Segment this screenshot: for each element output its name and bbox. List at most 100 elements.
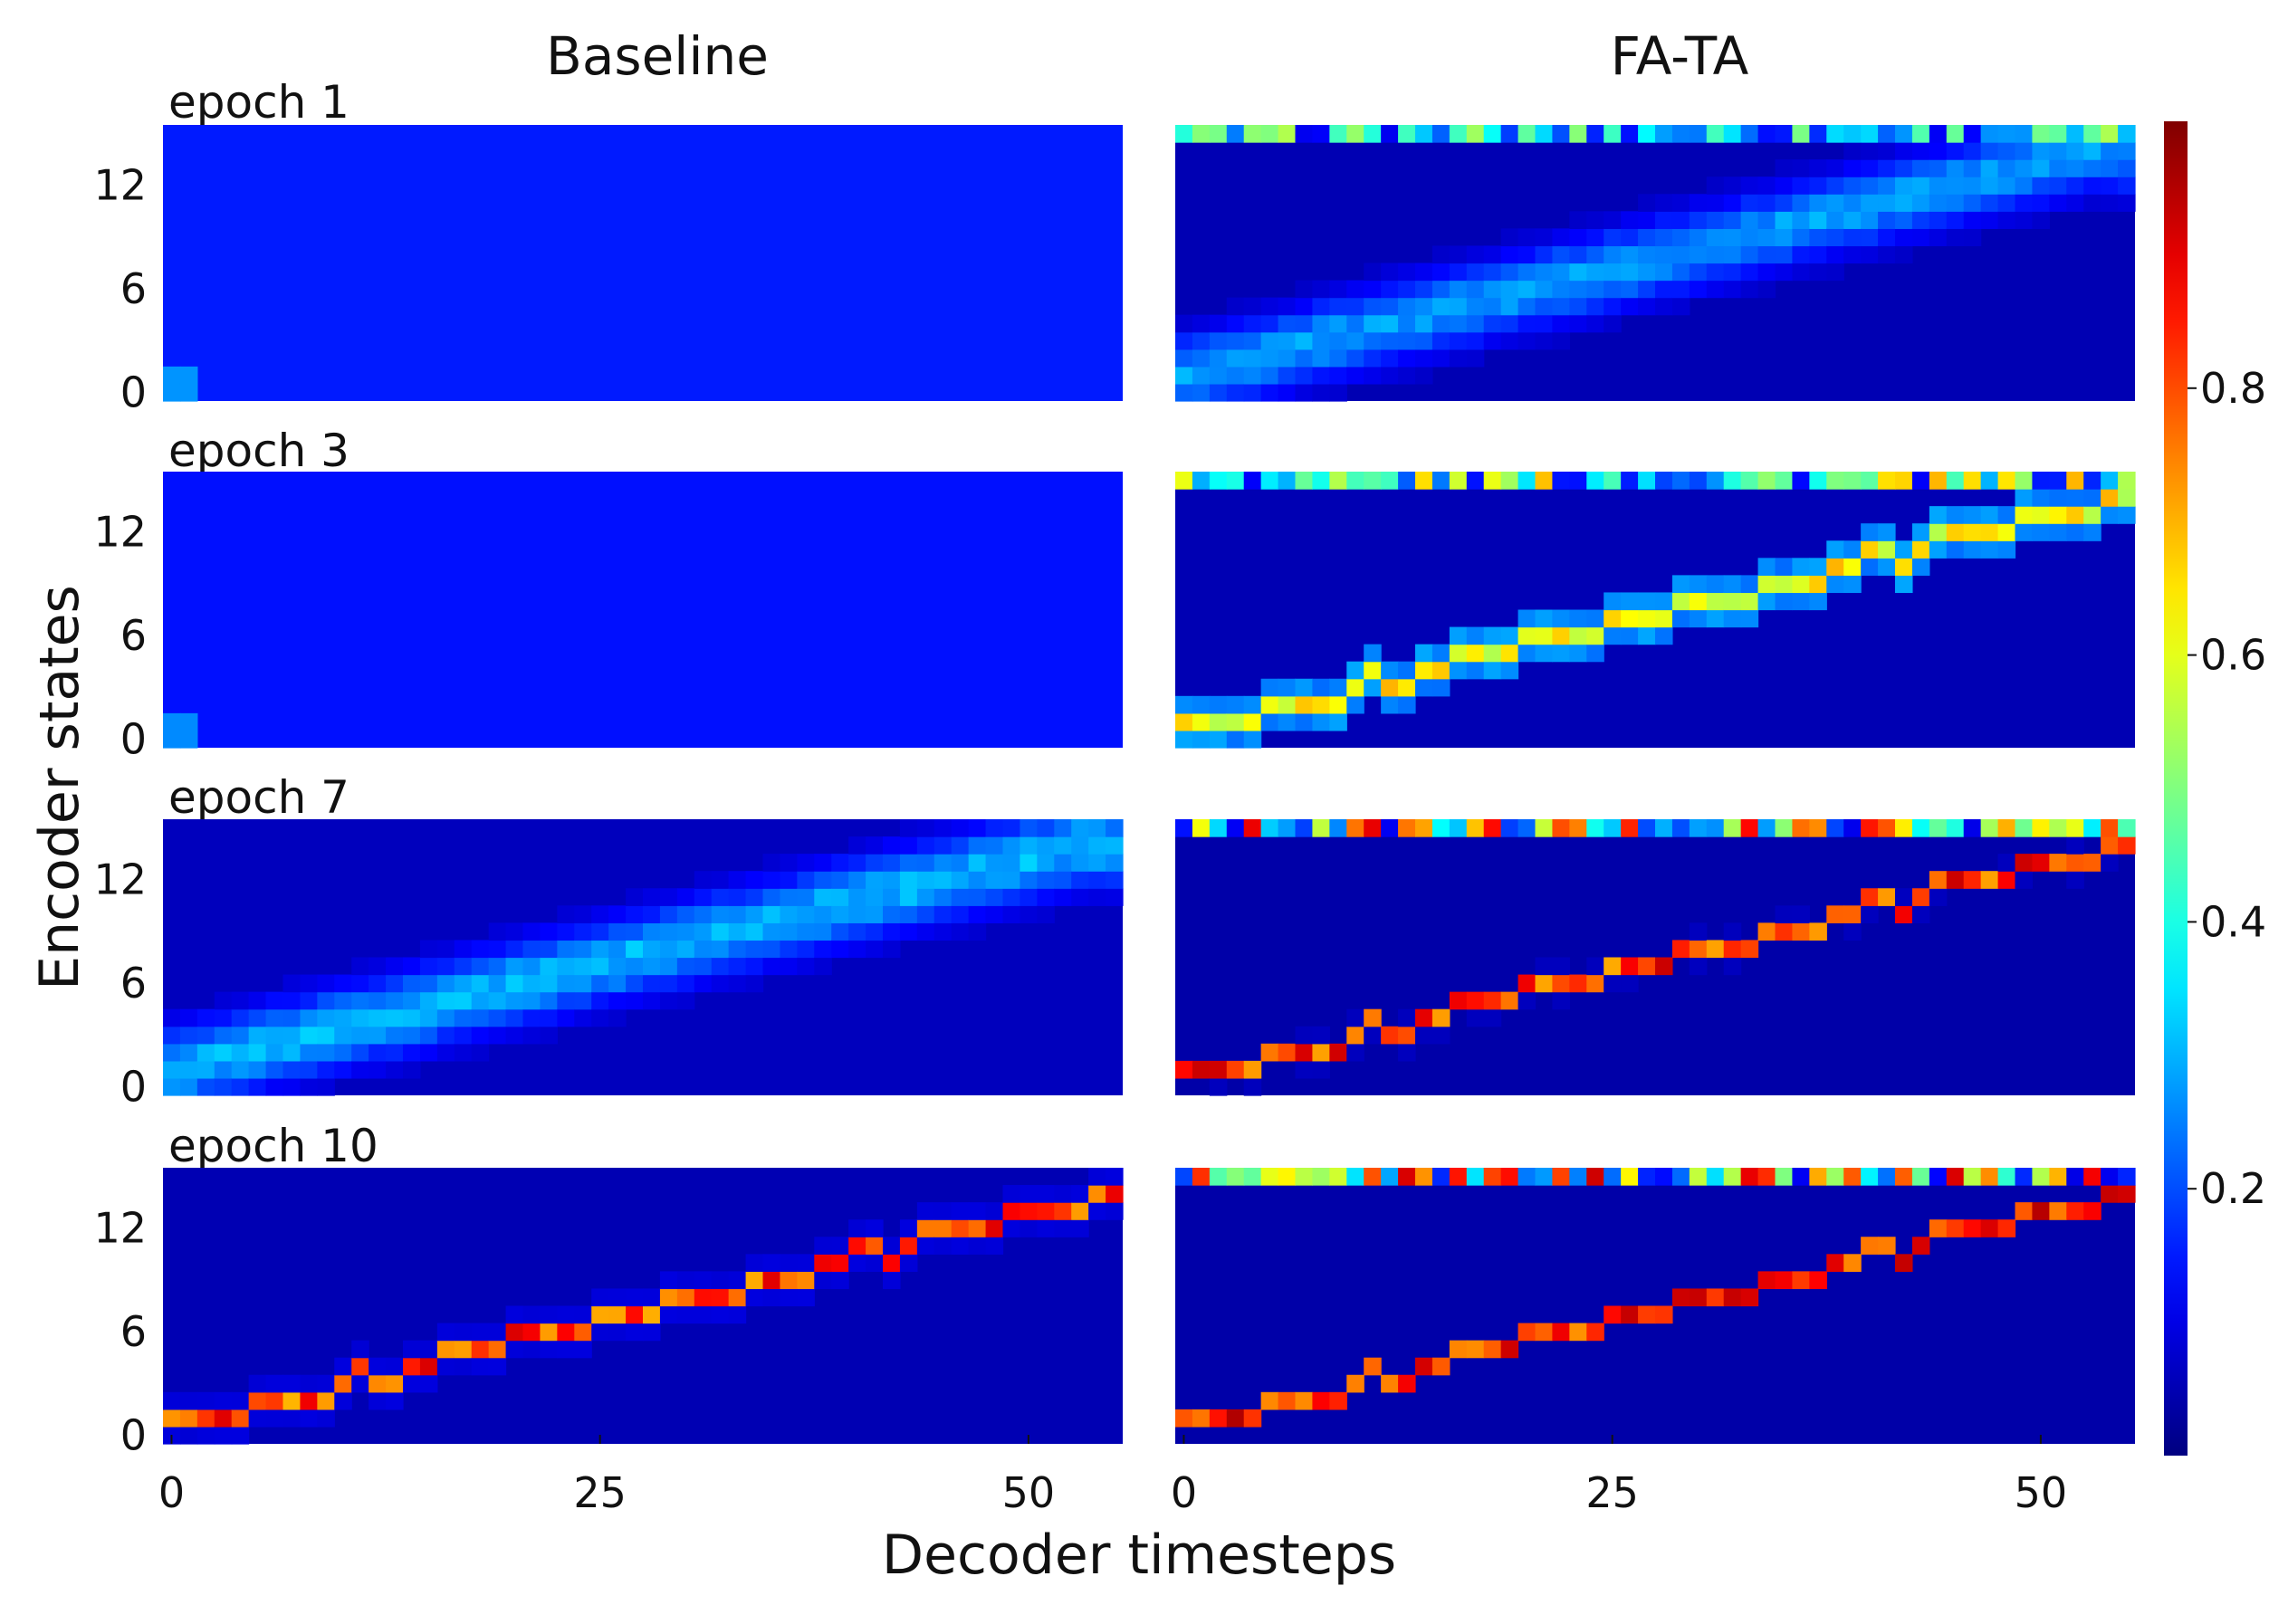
heatmap-cell	[1431, 349, 1450, 368]
heatmap-cell	[1997, 194, 2016, 212]
heatmap-cell	[1295, 331, 1314, 350]
heatmap-cell	[1106, 888, 1124, 906]
heatmap-cell	[1706, 125, 1725, 143]
heatmap-cell	[505, 974, 524, 993]
heatmap-cell	[626, 991, 644, 1010]
heatmap-cell	[1895, 228, 1913, 247]
heatmap-cell	[1552, 245, 1570, 264]
heatmap-cell	[728, 974, 747, 993]
heatmap-cell	[1088, 871, 1106, 889]
heatmap-cell	[179, 712, 198, 731]
heatmap-cell	[1895, 194, 1913, 212]
heatmap-cell	[1329, 366, 1347, 385]
heatmap-cell	[916, 888, 935, 906]
heatmap-cell	[2049, 819, 2067, 837]
heatmap-cell	[814, 1254, 832, 1272]
colorbar-tick-label: 0.6	[2200, 631, 2266, 680]
heatmap-cell	[334, 1357, 352, 1376]
heatmap-cell	[1604, 245, 1622, 264]
heatmap-cell	[1586, 609, 1604, 628]
heatmap-cell	[522, 1026, 541, 1045]
heatmap-cell	[745, 922, 764, 941]
heatmap-cell	[968, 1237, 987, 1255]
heatmap-cell	[369, 1026, 387, 1045]
heatmap-cell	[2032, 211, 2050, 229]
heatmap-cell	[1552, 1168, 1570, 1186]
heatmap-cell	[557, 974, 575, 993]
heatmap-cell	[1329, 349, 1347, 368]
heatmap-cell	[1569, 819, 1587, 837]
heatmap-cell	[1209, 819, 1228, 837]
heatmap-cell	[1638, 194, 1656, 212]
heatmap-cell	[1895, 575, 1913, 594]
heatmap-cell	[403, 1357, 421, 1376]
heatmap-cell	[1689, 819, 1708, 837]
heatmap-cell	[1775, 177, 1794, 195]
heatmap-cell	[471, 940, 490, 959]
heatmap-cell	[814, 940, 832, 959]
heatmap-cell	[2066, 871, 2084, 889]
heatmap-cell	[933, 888, 953, 906]
heatmap-cell	[1895, 125, 1913, 143]
heatmap-cell	[1449, 644, 1468, 663]
heatmap-cell	[848, 922, 866, 941]
heatmap-cell	[2032, 142, 2050, 160]
heatmap-cell	[403, 1060, 421, 1079]
heatmap-cell	[728, 905, 747, 923]
heatmap-cell	[2101, 489, 2119, 507]
heatmap-cell	[1002, 888, 1021, 906]
heatmap-cell	[1431, 1357, 1450, 1376]
heatmap-cell	[1398, 472, 1416, 490]
heatmap-cell	[1449, 819, 1468, 837]
heatmap-cell	[1638, 263, 1656, 282]
heatmap-cell	[1706, 194, 1725, 212]
heatmap-cell	[1946, 540, 1965, 559]
heatmap-cell	[899, 1254, 918, 1272]
heatmap-cell	[1878, 558, 1896, 576]
heatmap-cell	[1861, 159, 1879, 177]
heatmap-cell	[1929, 228, 1948, 247]
heatmap-cell	[1398, 819, 1416, 837]
heatmap-cell	[1483, 125, 1502, 143]
heatmap-cell	[1483, 1168, 1502, 1186]
heatmap-panels	[163, 125, 2136, 1445]
heatmap-cell	[1312, 819, 1330, 837]
heatmap-cell	[1552, 957, 1570, 976]
heatmap-cell	[1843, 159, 1862, 177]
heatmap-cell	[1209, 1060, 1228, 1079]
heatmap-cell	[1655, 228, 1673, 247]
heatmap-cell	[1671, 940, 1690, 959]
heatmap-cell	[1604, 211, 1622, 229]
heatmap-cell	[1792, 819, 1810, 837]
heatmap-cell	[214, 1043, 233, 1062]
heatmap-cell	[196, 1060, 215, 1079]
heatmap-cell	[1929, 194, 1948, 212]
heatmap-cell	[1861, 472, 1879, 490]
heatmap-cell	[1209, 730, 1228, 749]
column-title-baseline: Baseline	[546, 25, 769, 87]
heatmap-cell	[1449, 331, 1468, 350]
heatmap-cell	[968, 922, 987, 941]
heatmap-cell	[1175, 331, 1193, 350]
heatmap-cell	[1569, 125, 1587, 143]
heatmap-cell	[1466, 297, 1485, 316]
heatmap-cell	[265, 991, 284, 1010]
heatmap-cell	[1329, 280, 1347, 299]
heatmap-cell	[814, 1271, 832, 1290]
heatmap-cell	[163, 383, 181, 402]
heatmap-cell	[797, 940, 815, 959]
heatmap-cell	[1740, 1168, 1759, 1186]
heatmap-cell	[762, 922, 781, 941]
heatmap-cell	[1826, 228, 1844, 247]
heatmap-cell	[1809, 211, 1827, 229]
heatmap-cell	[814, 957, 832, 976]
heatmap-cell	[711, 1288, 730, 1307]
heatmap-cell	[1295, 695, 1314, 714]
heatmap-cell	[2083, 177, 2101, 195]
heatmap-cell	[643, 922, 661, 941]
heatmap-cell	[2032, 177, 2050, 195]
heatmap-cell	[1757, 819, 1776, 837]
heatmap-cell	[1415, 263, 1433, 282]
heatmap-cell	[1689, 228, 1708, 247]
heatmap-cell	[1398, 263, 1416, 282]
